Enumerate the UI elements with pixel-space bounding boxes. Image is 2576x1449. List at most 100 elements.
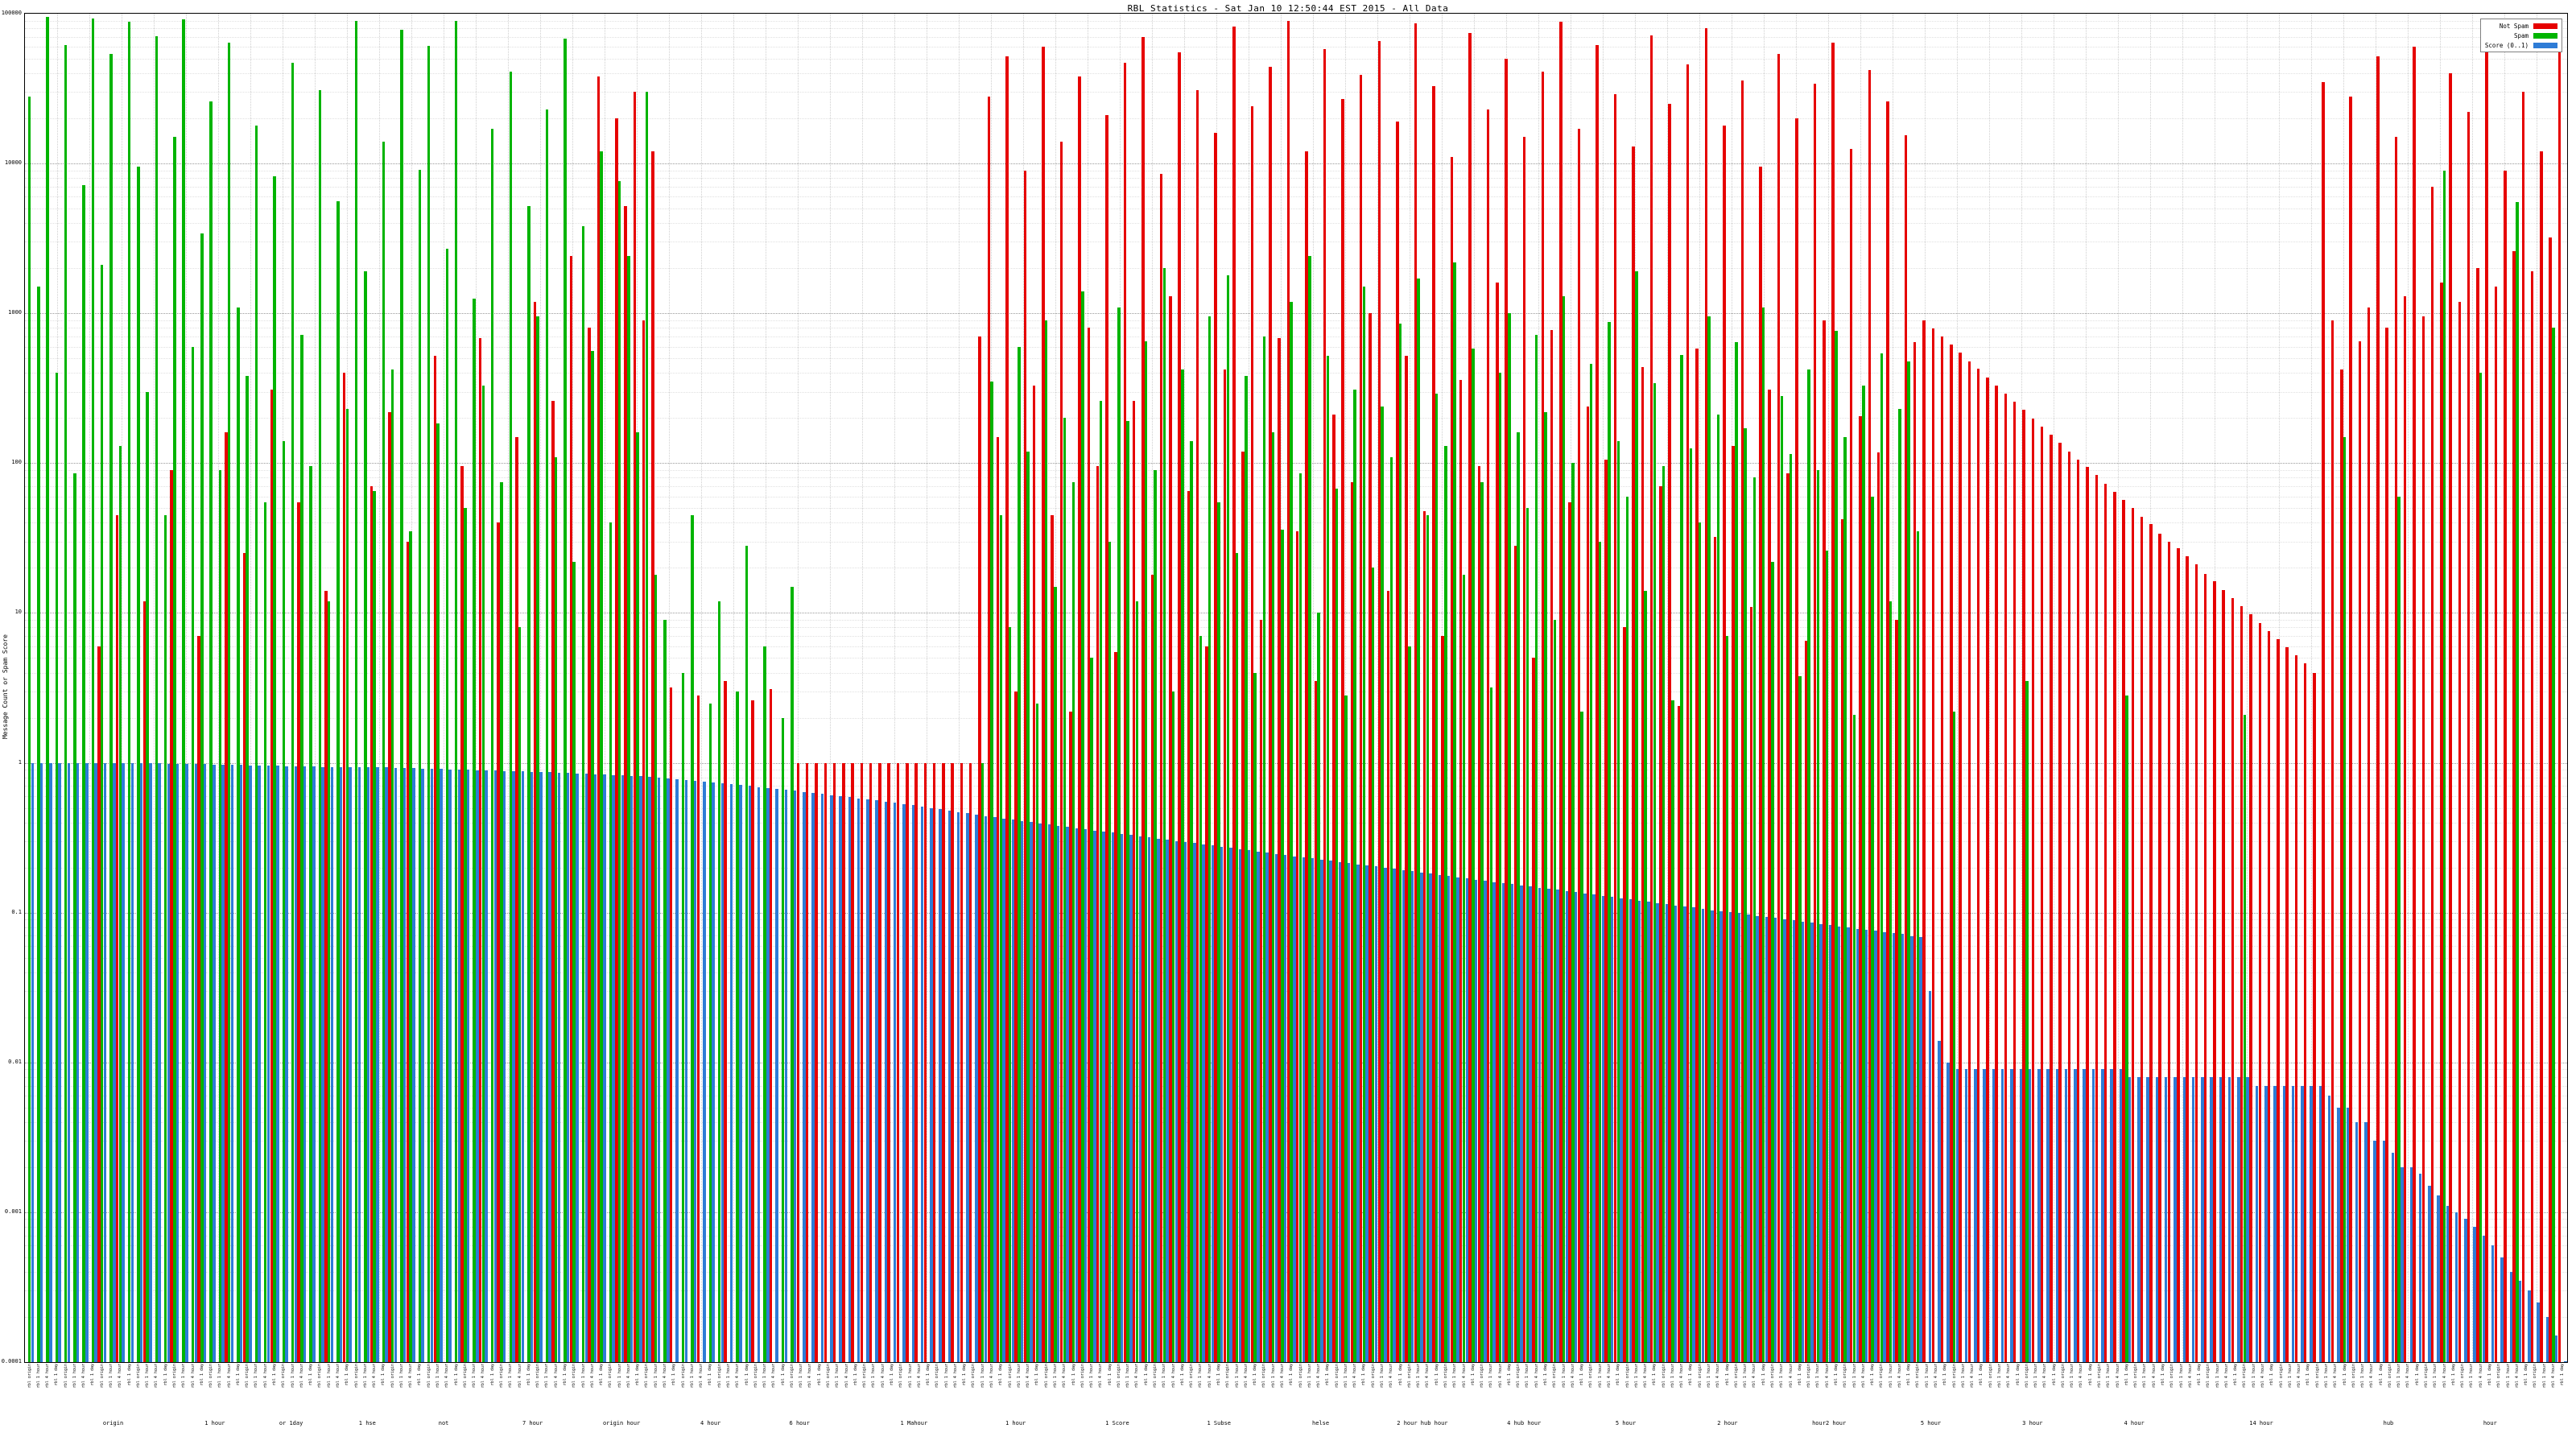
- bar-spam: [1952, 711, 1956, 1362]
- bar-spam: [1553, 619, 1557, 1362]
- bar-spam: [708, 703, 712, 1362]
- bar-spam: [1435, 394, 1439, 1362]
- x-axis-tick-label: rbl origin: [1225, 1364, 1231, 1389]
- bar-not-spam: [1604, 460, 1608, 1362]
- bar-group: [2421, 14, 2431, 1362]
- x-axis-tick-label: rbl 1 day: [852, 1364, 858, 1386]
- bar-score: [539, 771, 543, 1362]
- bar-score: [1711, 910, 1714, 1362]
- grid-line-vertical: [701, 14, 702, 1362]
- grid-line-minor: [25, 20, 2567, 22]
- bar-spam: [1571, 463, 1575, 1362]
- bar-not-spam: [1804, 641, 1808, 1362]
- bar-score: [2291, 1085, 2295, 1362]
- bar-spam: [218, 469, 222, 1362]
- bar-not-spam: [960, 762, 964, 1362]
- bar-score: [2037, 1069, 2041, 1362]
- bar-group: [1959, 14, 1968, 1362]
- x-axis-tick-label: rbl 1 day: [780, 1364, 786, 1386]
- grid-line-minor: [25, 320, 2567, 321]
- bar-score: [775, 788, 778, 1362]
- bar-group: [34, 14, 43, 1362]
- bar-score: [1093, 830, 1096, 1362]
- bar-score: [1674, 905, 1678, 1362]
- bar-spam: [291, 63, 295, 1362]
- bar-score: [1084, 828, 1088, 1362]
- bar-spam: [1208, 316, 1212, 1362]
- grid-line-minor: [25, 391, 2567, 393]
- x-axis-tick-label: rbl origin: [826, 1364, 832, 1389]
- x-axis-tick-label: rbl 1 hour: [1633, 1364, 1639, 1389]
- bar-score: [820, 794, 824, 1362]
- bar-group: [1042, 14, 1051, 1362]
- bar-group: [470, 14, 479, 1362]
- bar-spam: [418, 169, 422, 1362]
- x-axis-group-label: 4 hour: [700, 1420, 721, 1426]
- x-axis-tick-label: rbl 1 hour: [217, 1364, 223, 1389]
- bar-not-spam: [497, 522, 500, 1362]
- bar-group: [1286, 14, 1296, 1362]
- bar-group: [1522, 14, 1532, 1362]
- bar-spam: [27, 96, 31, 1362]
- bar-not-spam: [1641, 366, 1645, 1362]
- bar-group: [2458, 14, 2467, 1362]
- bar-group: [1649, 14, 1659, 1362]
- bar-spam: [600, 151, 603, 1362]
- bar-score: [1484, 881, 1487, 1362]
- bar-spam: [1389, 456, 1393, 1362]
- bar-score: [1338, 861, 1342, 1362]
- bar-score: [2046, 1069, 2050, 1362]
- bar-score: [2482, 1235, 2486, 1362]
- x-axis-tick-label: rbl 1 hour: [290, 1364, 295, 1389]
- bar-score: [1510, 884, 1514, 1362]
- x-axis-tick-label: rbl origin: [99, 1364, 105, 1389]
- x-axis-tick-label: rbl 1 hour: [2323, 1364, 2329, 1389]
- x-axis-tick-label: rbl origin: [27, 1364, 32, 1389]
- x-axis-tick-label: rbl 4 hour: [1425, 1364, 1430, 1389]
- bar-not-spam: [1613, 94, 1617, 1362]
- x-axis-tick-label: rbl 1 hour: [2541, 1364, 2547, 1389]
- bar-not-spam: [1723, 125, 1726, 1362]
- bar-score: [421, 769, 424, 1362]
- bar-spam: [1253, 672, 1257, 1362]
- bar-spam: [617, 181, 621, 1362]
- x-axis-tick-label: rbl origin: [608, 1364, 613, 1389]
- bar-group: [1895, 14, 1905, 1362]
- bar-score: [2000, 1069, 2004, 1362]
- bar-not-spam: [1831, 43, 1835, 1362]
- bar-score: [1964, 1069, 1968, 1362]
- bar-score: [2227, 1076, 2231, 1362]
- bar-spam: [1417, 279, 1420, 1362]
- bar-group: [2231, 14, 2240, 1362]
- bar-score: [1174, 840, 1179, 1362]
- bar-group: [2340, 14, 2350, 1362]
- bar-score: [294, 766, 298, 1362]
- x-axis-group-label: 7 hour: [522, 1420, 543, 1426]
- bar-spam: [1608, 321, 1611, 1362]
- bar-group: [2394, 14, 2404, 1362]
- bar-spam: [1625, 496, 1629, 1362]
- bar-group: [488, 14, 497, 1362]
- bar-spam: [981, 762, 985, 1362]
- bar-not-spam: [1250, 106, 1254, 1362]
- bar-group: [2557, 14, 2567, 1362]
- bar-group: [1223, 14, 1232, 1362]
- grid-line-minor: [25, 486, 2567, 488]
- bar-group: [142, 14, 152, 1362]
- bar-not-spam: [1967, 361, 1971, 1362]
- bar-score: [493, 770, 497, 1362]
- bar-not-spam: [2050, 434, 2053, 1362]
- x-axis-tick-label: rbl 1 day: [1216, 1364, 1221, 1386]
- x-axis-tick-label: rbl 4 hour: [1860, 1364, 1866, 1389]
- bar-score: [1547, 889, 1550, 1362]
- bar-not-spam: [242, 553, 246, 1362]
- bar-group: [1195, 14, 1205, 1362]
- x-axis-tick-label: rbl 1 day: [54, 1364, 60, 1386]
- x-axis-tick-label: rbl 1 day: [1942, 1364, 1948, 1386]
- bar-group: [1141, 14, 1151, 1362]
- x-axis-tick-label: rbl 1 hour: [1416, 1364, 1422, 1389]
- bar-score: [803, 791, 806, 1362]
- x-axis-group-label: 14 hour: [2249, 1420, 2273, 1426]
- bar-not-spam: [1759, 167, 1762, 1362]
- bar-spam: [1716, 415, 1720, 1362]
